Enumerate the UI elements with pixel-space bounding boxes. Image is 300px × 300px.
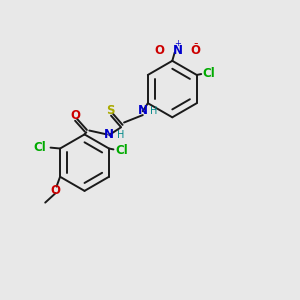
Text: -: -	[193, 37, 198, 50]
Text: N: N	[138, 103, 148, 116]
Text: O: O	[155, 44, 165, 57]
Text: N: N	[104, 128, 114, 141]
Text: O: O	[51, 184, 61, 196]
Text: O: O	[70, 109, 81, 122]
Text: Cl: Cl	[115, 143, 128, 157]
Text: H: H	[116, 130, 124, 140]
Text: +: +	[174, 39, 181, 48]
Text: H: H	[150, 106, 158, 116]
Text: O: O	[190, 44, 200, 57]
Text: N: N	[172, 44, 183, 57]
Text: S: S	[106, 103, 115, 116]
Text: Cl: Cl	[203, 67, 215, 80]
Text: Cl: Cl	[33, 140, 46, 154]
